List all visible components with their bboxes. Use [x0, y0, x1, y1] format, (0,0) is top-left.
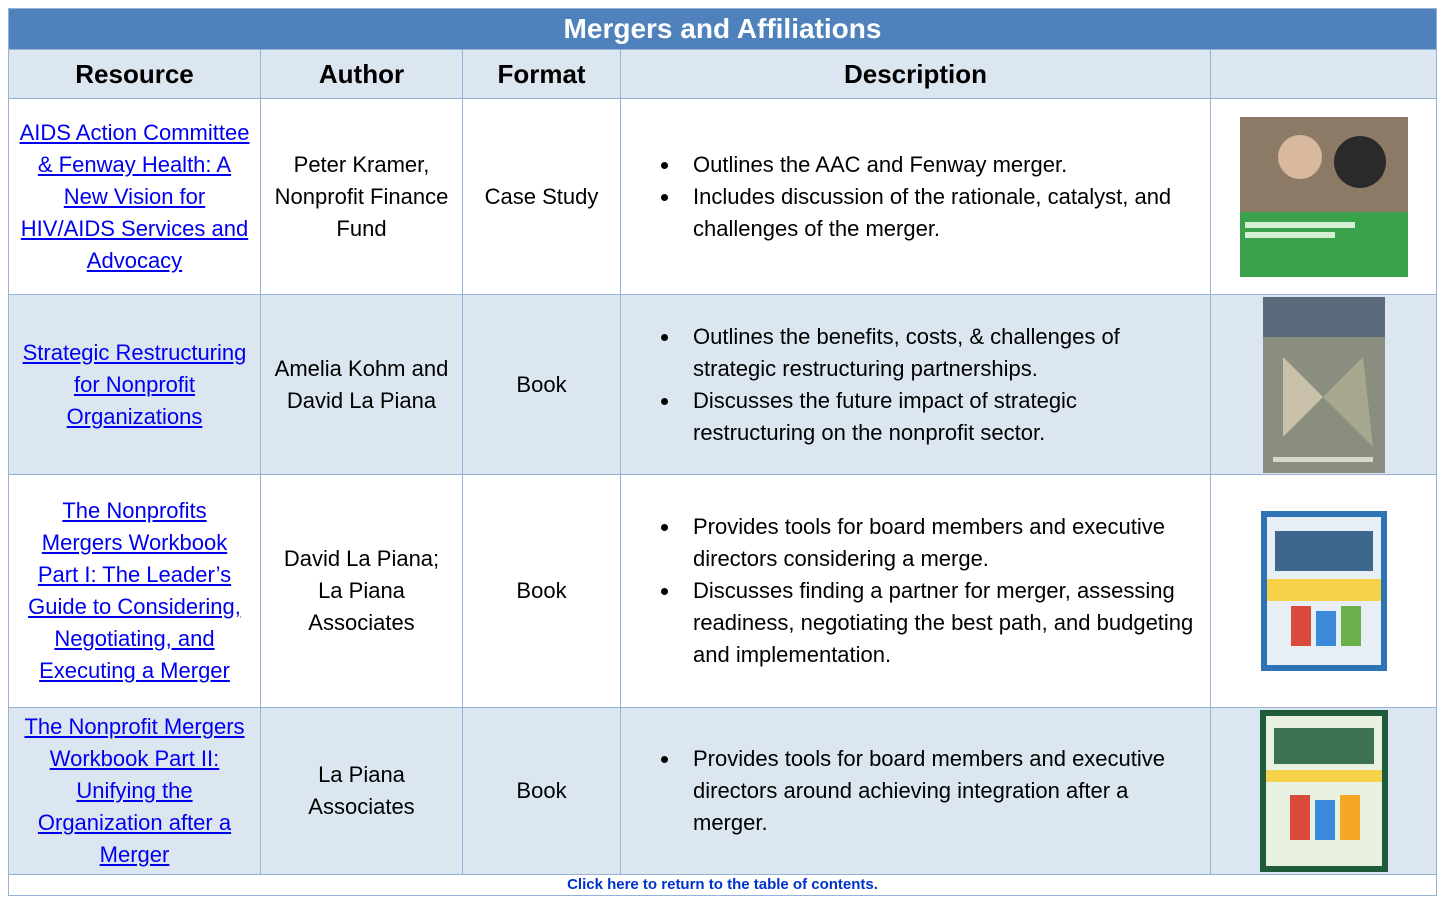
- table-row: The Nonprofits Mergers Workbook Part I: …: [8, 474, 1437, 708]
- description-cell: Provides tools for board members and exe…: [620, 707, 1211, 875]
- resource-cell: The Nonprofit Mergers Workbook Part II: …: [8, 707, 261, 875]
- description-list: Outlines the benefits, costs, & challeng…: [631, 321, 1200, 449]
- footer-cell: Click here to return to the table of con…: [8, 874, 1437, 896]
- description-item: Provides tools for board members and exe…: [681, 743, 1200, 839]
- description-cell: Provides tools for board members and exe…: [620, 474, 1211, 708]
- toc-link[interactable]: Click here to return to the table of con…: [567, 876, 878, 893]
- description-item: Includes discussion of the rationale, ca…: [681, 181, 1200, 245]
- resource-link[interactable]: Strategic Restructuring for Nonprofit Or…: [22, 339, 247, 429]
- description-item: Provides tools for board members and exe…: [681, 511, 1200, 575]
- table-row: Strategic Restructuring for Nonprofit Or…: [8, 294, 1437, 475]
- book-cover: [1259, 710, 1388, 872]
- description-item: Discusses finding a partner for merger, …: [681, 575, 1200, 671]
- resource-link[interactable]: AIDS Action Committee & Fenway Health: A…: [19, 119, 250, 273]
- format-cell: Book: [462, 294, 621, 475]
- format-cell: Case Study: [462, 98, 621, 295]
- resource-cell: The Nonprofits Mergers Workbook Part I: …: [8, 474, 261, 708]
- author-cell: La Piana Associates: [260, 707, 463, 875]
- column-header: Format: [462, 49, 621, 99]
- column-header: [1210, 49, 1437, 99]
- table-row: The Nonprofit Mergers Workbook Part II: …: [8, 707, 1437, 875]
- table-title: Mergers and Affiliations: [8, 8, 1437, 50]
- resource-cell: AIDS Action Committee & Fenway Health: A…: [8, 98, 261, 295]
- cover-cell: [1210, 98, 1437, 295]
- cover-cell: [1210, 707, 1437, 875]
- author-cell: David La Piana; La Piana Associates: [260, 474, 463, 708]
- description-item: Outlines the AAC and Fenway merger.: [681, 149, 1200, 181]
- column-header: Author: [260, 49, 463, 99]
- description-item: Outlines the benefits, costs, & challeng…: [681, 321, 1200, 385]
- table-row: AIDS Action Committee & Fenway Health: A…: [8, 98, 1437, 295]
- description-item: Discusses the future impact of strategic…: [681, 385, 1200, 449]
- resource-link[interactable]: The Nonprofits Mergers Workbook Part I: …: [28, 498, 241, 683]
- book-cover: [1260, 511, 1387, 671]
- book-cover: [1262, 296, 1385, 473]
- resource-cell: Strategic Restructuring for Nonprofit Or…: [8, 294, 261, 475]
- column-header: Description: [620, 49, 1211, 99]
- cover-cell: [1210, 474, 1437, 708]
- author-cell: Peter Kramer, Nonprofit Finance Fund: [260, 98, 463, 295]
- description-list: Provides tools for board members and exe…: [631, 743, 1200, 839]
- description-list: Provides tools for board members and exe…: [631, 511, 1200, 671]
- book-cover: [1239, 116, 1408, 277]
- author-cell: Amelia Kohm and David La Piana: [260, 294, 463, 475]
- cover-cell: [1210, 294, 1437, 475]
- format-cell: Book: [462, 707, 621, 875]
- resource-link[interactable]: The Nonprofit Mergers Workbook Part II: …: [24, 714, 245, 867]
- format-cell: Book: [462, 474, 621, 708]
- resource-table: Mergers and Affiliations Resource Author…: [8, 8, 1437, 896]
- description-cell: Outlines the benefits, costs, & challeng…: [620, 294, 1211, 475]
- description-cell: Outlines the AAC and Fenway merger.Inclu…: [620, 98, 1211, 295]
- column-header: Resource: [8, 49, 261, 99]
- footer-row: Click here to return to the table of con…: [8, 874, 1437, 896]
- description-list: Outlines the AAC and Fenway merger.Inclu…: [631, 149, 1200, 245]
